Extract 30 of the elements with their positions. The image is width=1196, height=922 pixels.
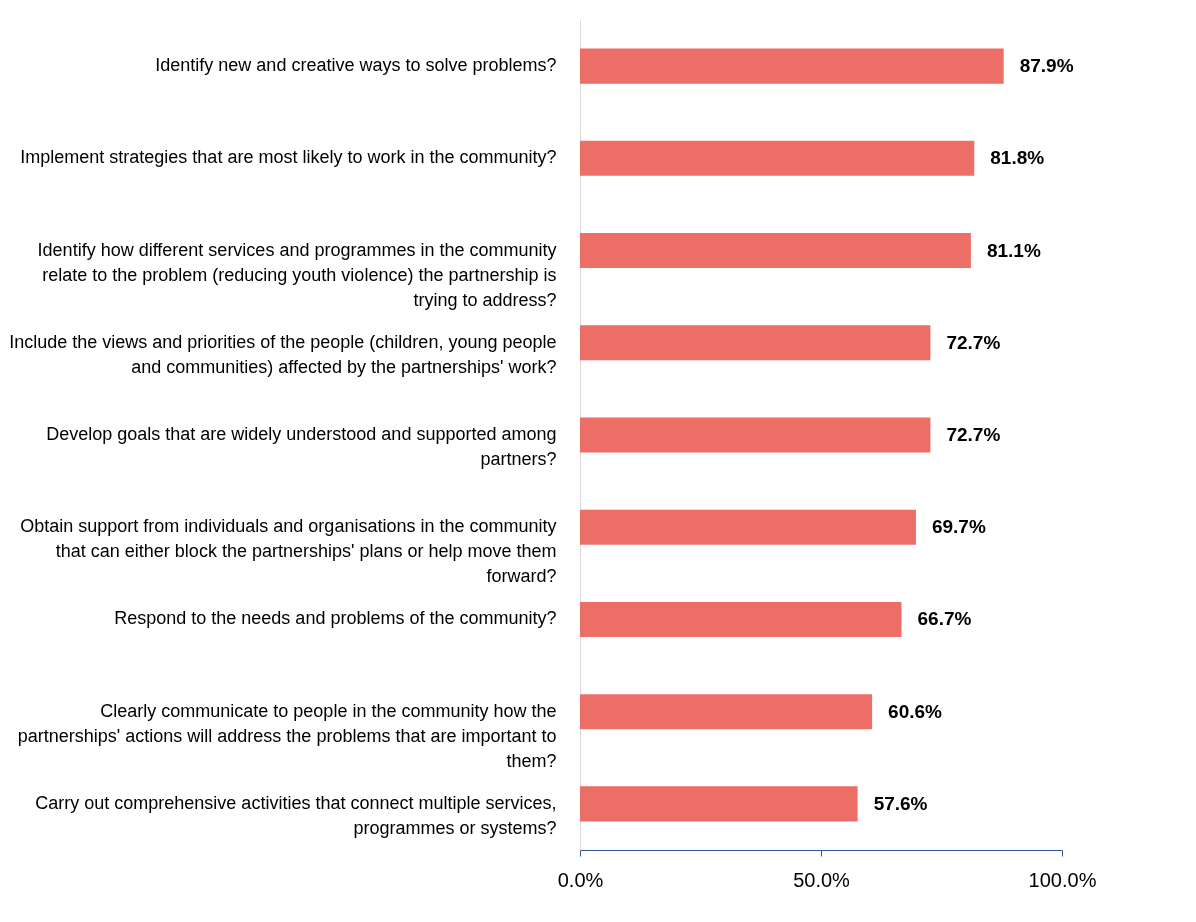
y-tick-label: Include the views and priorities of the people (children, young people and communities) affected by the partnerships' work?	[9, 331, 557, 377]
y-tick-label: Clearly communicate to people in the community how the partnerships' actions will address the problems that are important to them?	[17, 700, 557, 771]
bar	[580, 140, 975, 176]
y-tick-label: Implement strategies that are most likely to work in the community?	[20, 147, 557, 168]
y-tick-label: Carry out comprehensive activities that connect multiple services, programmes or systems?	[35, 792, 557, 838]
y-tick-label: Identify how different services and programmes in the community relate to the problem (reducing youth violence) the partnership is trying to address?	[37, 239, 557, 310]
data-label: 66.7%	[917, 608, 972, 630]
x-tick-label: 50.0%	[793, 868, 851, 891]
data-label: 72.7%	[946, 331, 1001, 353]
data-label: 81.8%	[990, 147, 1045, 169]
bar	[580, 233, 971, 269]
data-label: 69.7%	[931, 516, 986, 538]
data-label: 57.6%	[873, 792, 928, 814]
bar	[580, 48, 1004, 84]
bar	[580, 325, 931, 361]
data-label: 60.6%	[888, 700, 943, 722]
y-tick-label: Obtain support from individuals and organisations in the community that can either block the partnerships' plans or help move them forward?	[20, 516, 557, 587]
bar	[580, 694, 873, 730]
data-label: 72.7%	[946, 424, 1001, 445]
y-tick-label: Identify new and creative ways to solve problems?	[155, 55, 557, 76]
bar	[580, 509, 916, 545]
x-tick-label: 0.0%	[557, 868, 604, 891]
x-tick-label: 100.0%	[1028, 868, 1097, 891]
data-label: 87.9%	[1019, 55, 1074, 77]
y-tick-label: Respond to the needs and problems of the community?	[114, 608, 557, 629]
y-tick-label: Develop goals that are widely understood and supported among partners?	[46, 424, 557, 469]
bar	[580, 786, 858, 822]
bar	[580, 417, 931, 453]
bar	[580, 601, 902, 637]
data-label: 81.1%	[986, 239, 1041, 261]
